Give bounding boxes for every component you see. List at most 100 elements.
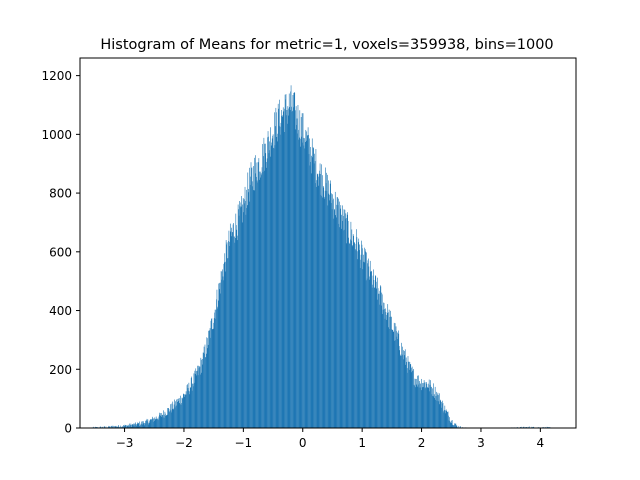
histogram-bar [435, 395, 437, 428]
histogram-bar [253, 190, 255, 428]
histogram-bar [442, 400, 443, 428]
histogram-bar [162, 414, 163, 428]
histogram-bar [184, 396, 186, 428]
histogram-bar [439, 404, 441, 428]
histogram-bar [224, 262, 225, 428]
histogram-bar [270, 127, 271, 429]
histogram-bar [241, 196, 242, 428]
histogram-bar [222, 276, 224, 428]
histogram-bar [408, 361, 410, 428]
histogram-bar [200, 357, 202, 428]
histogram-bar [447, 412, 448, 428]
histogram-bar [388, 312, 389, 428]
histogram-bar [231, 227, 232, 428]
histogram-bar [259, 171, 261, 428]
histogram-bar [255, 162, 257, 429]
histogram-bar [431, 394, 433, 428]
histogram-bar [437, 392, 439, 428]
histogram-bar [245, 214, 247, 428]
histogram-bar [287, 123, 288, 428]
histogram-bar [432, 388, 433, 428]
histogram-bar [144, 425, 145, 428]
histogram-bar [172, 409, 174, 428]
histogram-bar [336, 197, 338, 428]
histogram-bar [264, 170, 265, 428]
histogram-bar [316, 180, 317, 428]
histogram-bar [351, 229, 353, 428]
histogram-bar [211, 318, 213, 428]
histogram-bar [421, 390, 423, 428]
histogram-bar [395, 326, 397, 428]
histogram-bar [199, 366, 201, 428]
histogram-bar [167, 408, 169, 428]
histogram-bar [259, 171, 261, 428]
histogram-bar [546, 426, 548, 428]
histogram-bar [326, 191, 328, 428]
histogram-bar [293, 107, 294, 428]
histogram-bar [378, 293, 380, 428]
histogram-bar [322, 186, 324, 428]
histogram-bar [409, 363, 411, 428]
histogram-bar [204, 344, 206, 428]
histogram-bar [430, 380, 431, 428]
histogram-bar [242, 198, 244, 428]
histogram-bar [169, 412, 170, 428]
histogram-bar [323, 187, 325, 428]
histogram-bar [159, 412, 160, 428]
histogram-bar [173, 404, 175, 428]
histogram-bar [175, 401, 176, 428]
histogram-bar [178, 398, 180, 428]
histogram-bar [422, 383, 424, 428]
histogram-bar [195, 373, 196, 428]
y-tick-label: 600 [49, 245, 72, 259]
histogram-bar [188, 390, 189, 428]
histogram-bar [452, 425, 454, 428]
histogram-bar [372, 284, 373, 428]
histogram-bar [373, 280, 375, 428]
histogram-bar [152, 418, 154, 428]
histogram-bar [392, 329, 393, 428]
histogram-bar [248, 188, 250, 428]
histogram-bar [211, 319, 212, 428]
histogram-bar [330, 180, 331, 428]
histogram-bar [415, 378, 417, 428]
histogram-bar [401, 354, 403, 428]
histogram-bar [392, 331, 394, 428]
histogram-bar [276, 136, 278, 429]
histogram-bar [346, 214, 348, 428]
histogram-bar [145, 420, 147, 428]
histogram-bar [247, 192, 249, 428]
histogram-bar [423, 383, 424, 428]
histogram-bar [266, 158, 268, 428]
histogram-bar [210, 320, 212, 428]
histogram-bar [386, 314, 387, 428]
histogram-bar [361, 244, 363, 428]
histogram-bar [415, 378, 416, 428]
histogram-bar [221, 279, 222, 428]
histogram-bar [170, 410, 172, 428]
histogram-bar [279, 126, 281, 429]
histogram-bar [397, 332, 398, 428]
histogram-bar [408, 361, 409, 428]
histogram-bar [257, 162, 259, 428]
histogram-bar [232, 224, 234, 428]
histogram-bar [253, 190, 255, 428]
histogram-bar [388, 309, 390, 428]
histogram-bar [156, 418, 157, 428]
histogram-bar [136, 425, 137, 428]
histogram-bar [331, 209, 333, 428]
histogram-bar [95, 426, 96, 428]
histogram-bar [311, 173, 313, 428]
histogram-bar [233, 223, 234, 428]
histogram-bar [135, 424, 137, 428]
histogram-bar [354, 243, 356, 428]
histogram-bar [154, 420, 155, 428]
histogram-bar [423, 380, 425, 428]
histogram-bar [318, 176, 319, 428]
histogram-bar [412, 370, 414, 428]
histogram-bar [419, 383, 421, 428]
histogram-bar [134, 425, 135, 428]
histogram-bar [246, 208, 248, 428]
histogram-bar [434, 386, 436, 428]
histogram-bar [299, 138, 301, 428]
